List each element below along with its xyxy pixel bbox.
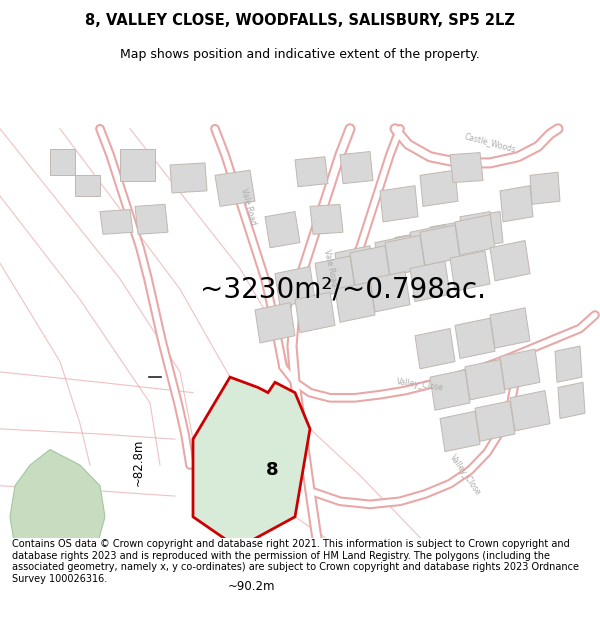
Polygon shape — [410, 261, 450, 302]
Text: Valley_Close: Valley_Close — [448, 453, 482, 498]
Polygon shape — [500, 186, 533, 222]
Text: Vale Road: Vale Road — [322, 249, 338, 288]
Text: Vale Road: Vale Road — [239, 187, 257, 226]
Polygon shape — [255, 302, 295, 343]
Polygon shape — [558, 382, 585, 419]
Text: Castle_Woods: Castle_Woods — [463, 131, 517, 154]
Polygon shape — [415, 329, 455, 369]
Polygon shape — [460, 211, 493, 248]
Polygon shape — [465, 359, 505, 400]
Polygon shape — [530, 173, 560, 204]
Polygon shape — [10, 449, 105, 579]
Polygon shape — [370, 272, 410, 312]
Polygon shape — [75, 176, 100, 196]
Polygon shape — [50, 149, 75, 176]
Polygon shape — [450, 251, 490, 291]
Text: ~82.8m: ~82.8m — [132, 439, 145, 486]
Polygon shape — [170, 163, 207, 193]
Text: ~90.2m: ~90.2m — [228, 580, 275, 593]
Polygon shape — [450, 152, 483, 182]
Polygon shape — [440, 411, 480, 452]
Polygon shape — [340, 151, 373, 184]
Polygon shape — [100, 209, 133, 234]
Polygon shape — [295, 157, 328, 187]
Polygon shape — [490, 308, 530, 348]
Polygon shape — [430, 370, 470, 410]
Polygon shape — [135, 204, 168, 234]
Text: Valley_Close: Valley_Close — [396, 377, 444, 392]
Polygon shape — [215, 170, 255, 206]
Polygon shape — [335, 246, 374, 286]
Polygon shape — [120, 149, 155, 181]
Polygon shape — [475, 401, 515, 441]
Text: Contains OS data © Crown copyright and database right 2021. This information is : Contains OS data © Crown copyright and d… — [12, 539, 579, 584]
Polygon shape — [410, 225, 449, 268]
Text: ~3230m²/~0.798ac.: ~3230m²/~0.798ac. — [200, 275, 486, 303]
Text: Map shows position and indicative extent of the property.: Map shows position and indicative extent… — [120, 48, 480, 61]
Polygon shape — [275, 266, 315, 307]
Polygon shape — [380, 186, 418, 222]
Polygon shape — [295, 292, 335, 332]
Polygon shape — [193, 377, 310, 548]
Polygon shape — [465, 211, 503, 248]
Polygon shape — [500, 349, 540, 389]
Polygon shape — [455, 318, 495, 359]
Polygon shape — [430, 222, 463, 258]
Polygon shape — [420, 225, 460, 266]
Polygon shape — [315, 256, 355, 296]
Polygon shape — [510, 391, 550, 431]
Polygon shape — [385, 236, 425, 276]
Text: 8, VALLEY CLOSE, WOODFALLS, SALISBURY, SP5 2LZ: 8, VALLEY CLOSE, WOODFALLS, SALISBURY, S… — [85, 12, 515, 28]
Polygon shape — [310, 204, 343, 234]
Polygon shape — [455, 214, 495, 255]
Polygon shape — [265, 211, 300, 248]
Polygon shape — [420, 170, 458, 206]
Polygon shape — [490, 241, 530, 281]
Polygon shape — [335, 282, 375, 322]
Polygon shape — [375, 236, 414, 278]
Polygon shape — [350, 246, 390, 286]
Polygon shape — [395, 232, 428, 269]
Text: 8: 8 — [266, 461, 278, 479]
Polygon shape — [555, 346, 582, 382]
